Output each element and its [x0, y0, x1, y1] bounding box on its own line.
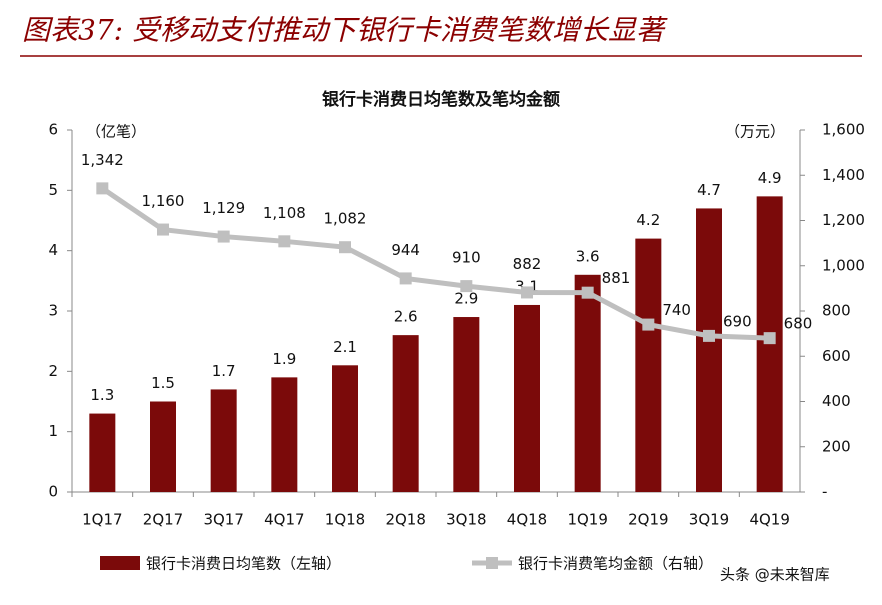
- y2-tick-label: 1,600: [822, 121, 865, 139]
- x-tick-label: 2Q19: [628, 511, 668, 529]
- legend-swatch: [486, 557, 498, 569]
- legend-label: 银行卡消费笔均金额（右轴）: [518, 555, 713, 573]
- line-value-label: 740: [662, 301, 691, 319]
- bar: [332, 365, 358, 492]
- y-tick-label: 0: [48, 483, 58, 501]
- x-tick-label: 1Q17: [82, 511, 122, 529]
- y-tick-label: 5: [48, 181, 58, 199]
- bar: [89, 413, 116, 492]
- bar-value-label: 4.9: [758, 169, 782, 187]
- y2-tick-label: 1,200: [822, 211, 865, 229]
- line-value-label: 690: [723, 312, 752, 330]
- line-marker: [217, 230, 230, 243]
- line-value-label: 1,082: [324, 210, 367, 228]
- line-marker: [399, 272, 412, 285]
- line-marker: [763, 332, 776, 345]
- y-tick-label: 2: [48, 362, 58, 380]
- y2-tick-label: 400: [822, 392, 851, 410]
- line: [100, 186, 770, 341]
- y2-tick-label: 1,400: [822, 166, 865, 184]
- bar: [756, 196, 783, 492]
- bar: [210, 389, 237, 492]
- x-tick-label: 4Q17: [264, 511, 304, 529]
- line-value-label: 910: [452, 249, 481, 267]
- line-value-label: 1,160: [142, 192, 185, 210]
- line-marker: [581, 286, 594, 299]
- x-tick-label: 3Q18: [446, 511, 486, 529]
- bar: [635, 238, 662, 492]
- y2-tick-label: -: [822, 483, 827, 501]
- y2-tick-label: 600: [822, 347, 851, 365]
- line-value-label: 1,342: [81, 151, 124, 169]
- line-marker: [642, 318, 655, 331]
- bar: [453, 317, 480, 492]
- line-marker: [157, 223, 169, 236]
- y-tick-label: 4: [48, 241, 58, 259]
- bar-value-label: 4.7: [697, 181, 721, 199]
- x-tick-label: 2Q18: [385, 511, 425, 529]
- y-tick-label: 6: [48, 121, 58, 139]
- y2-tick-label: 1,000: [822, 256, 865, 274]
- bar: [696, 208, 722, 492]
- line-marker: [521, 286, 533, 299]
- chart-title: 银行卡消费日均笔数及笔均金额: [322, 89, 560, 110]
- y2-tick-label: 200: [822, 437, 851, 455]
- legend-swatch: [100, 556, 140, 570]
- page-heading: 图表37: 受移动支付推动下银行卡消费笔数增长显著: [22, 14, 668, 47]
- bar: [271, 377, 298, 492]
- bar: [514, 304, 540, 492]
- x-tick-label: 4Q19: [749, 511, 789, 529]
- bar-value-label: 2.6: [394, 308, 418, 326]
- line-value-label: 944: [391, 241, 420, 259]
- bar: [392, 335, 419, 492]
- legend-label: 银行卡消费日均笔数（左轴）: [146, 555, 341, 573]
- bar-value-label: 3.6: [576, 247, 600, 265]
- line-marker: [339, 241, 351, 254]
- line-value-label: 1,108: [263, 204, 306, 222]
- line-value-label: 1,129: [202, 199, 245, 217]
- line-marker: [96, 182, 109, 195]
- bar: [150, 401, 176, 492]
- x-tick-label: 4Q18: [507, 511, 547, 529]
- bar-value-label: 1.7: [212, 362, 236, 380]
- y-tick-label: 1: [48, 422, 58, 440]
- line-value-label: 881: [602, 269, 631, 287]
- line-value-label: 680: [784, 315, 813, 333]
- y-axis-unit: （亿笔）: [86, 123, 146, 141]
- x-tick-label: 1Q18: [325, 511, 365, 529]
- x-tick-label: 3Q17: [203, 511, 243, 529]
- y2-tick-label: 800: [822, 302, 851, 320]
- bar: [574, 274, 601, 492]
- x-tick-label: 3Q19: [689, 511, 729, 529]
- line-marker: [703, 329, 715, 342]
- x-tick-label: 2Q17: [143, 511, 183, 529]
- y-tick-label: 3: [48, 302, 58, 320]
- bar-value-label: 2.1: [333, 338, 357, 356]
- bar-value-label: 2.9: [454, 290, 478, 308]
- x-tick-label: 1Q19: [567, 511, 607, 529]
- bar-value-label: 1.9: [272, 350, 296, 368]
- line-marker: [278, 235, 291, 248]
- bar-value-label: 1.3: [90, 386, 114, 404]
- line-marker: [460, 280, 473, 293]
- bar-value-label: 1.5: [151, 374, 175, 392]
- line-value-label: 882: [513, 255, 542, 273]
- watermark: 头条 @未来智库: [720, 566, 830, 584]
- y2-axis-unit: （万元）: [725, 123, 785, 141]
- bar-value-label: 4.2: [636, 211, 660, 229]
